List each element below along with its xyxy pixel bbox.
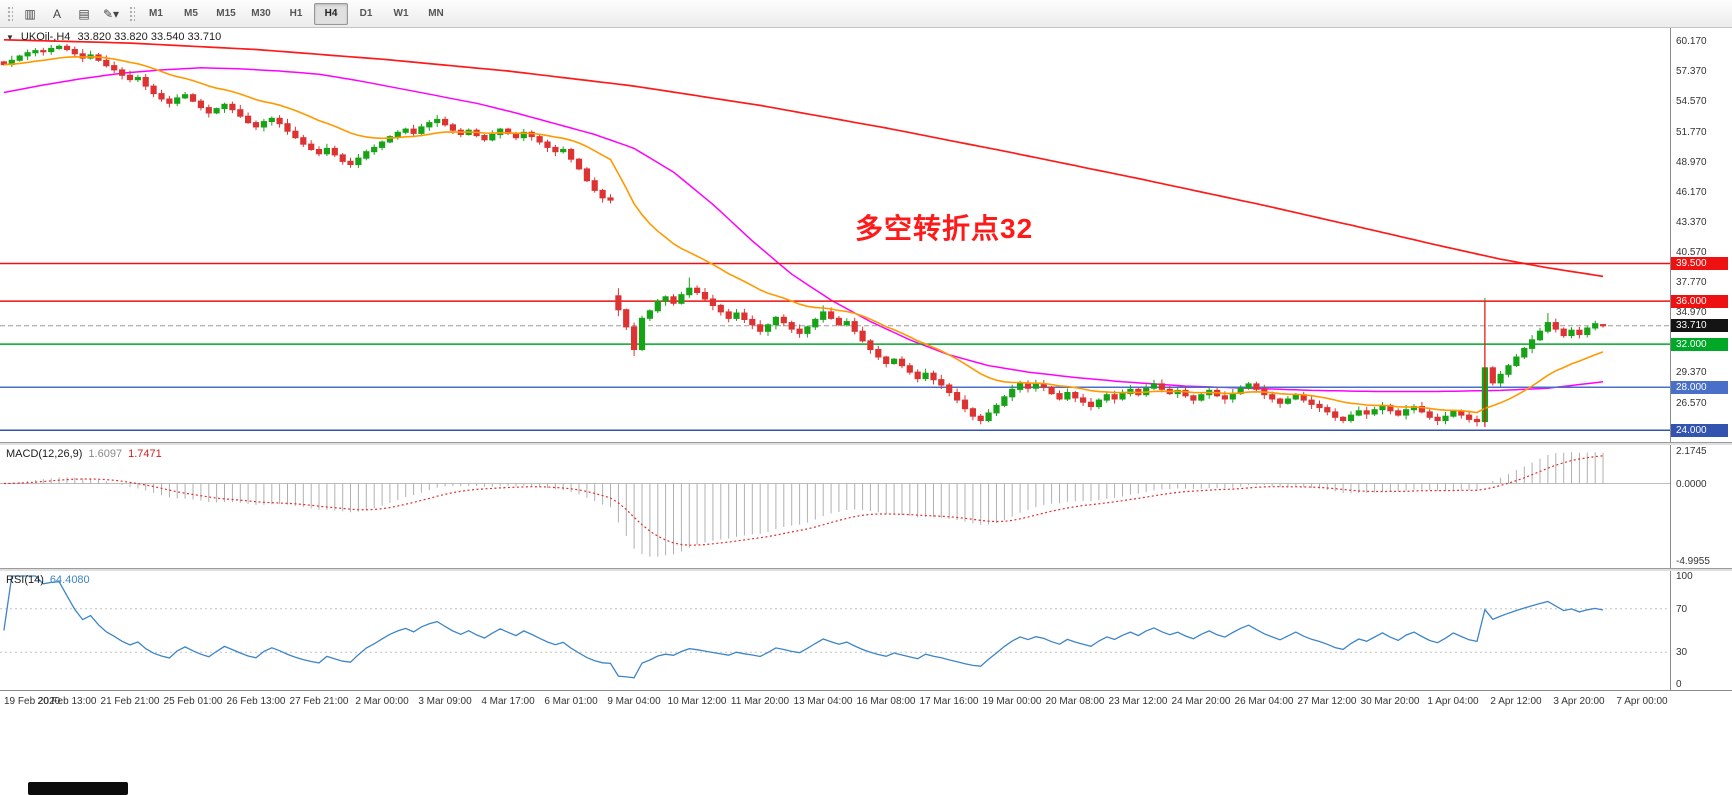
- timeframe-button-m30[interactable]: M30: [251, 8, 271, 19]
- rsi-axis[interactable]: 100 70 30 0: [1670, 571, 1732, 690]
- time-axis-label: 21 Feb 21:00: [100, 696, 160, 707]
- price-tick-label: 57.370: [1676, 66, 1707, 78]
- price-tick-label: 40.570: [1676, 247, 1707, 258]
- time-axis-label: 9 Mar 04:00: [607, 696, 661, 707]
- time-axis-label: 10 Mar 12:00: [667, 696, 727, 707]
- time-axis-label: 23 Mar 12:00: [1108, 696, 1168, 707]
- text-tool[interactable]: A: [52, 6, 61, 21]
- timeframe-button-d1[interactable]: D1: [359, 8, 373, 19]
- time-axis-label: 6 Mar 01:00: [544, 696, 598, 707]
- chart-window-icon[interactable]: ▥: [24, 6, 36, 21]
- time-axis[interactable]: 19 Feb 2020 20 Feb 13:00 21 Feb 21:00 25 Fe…: [0, 690, 1732, 712]
- time-axis-label: 17 Mar 16:00: [919, 696, 979, 707]
- price-tick-label: 46.170: [1676, 186, 1707, 198]
- macd-name: MACD(12,26,9): [6, 448, 83, 460]
- bottom-margin: [0, 712, 1732, 795]
- main-chart-panel: ▼ UKOil-,H4 33.820 33.820 33.540 33.710 …: [0, 28, 1732, 442]
- draw-tools-dropdown[interactable]: ✎▾: [102, 6, 120, 21]
- price-tick-label: 48.970: [1676, 156, 1707, 168]
- price-tick-label: 54.570: [1676, 96, 1707, 108]
- rsi-tick-label: 0: [1676, 679, 1682, 690]
- time-axis-label: 30 Mar 20:00: [1360, 696, 1420, 707]
- price-level-badge: 28.000: [1671, 380, 1728, 394]
- timeframe-button-h1[interactable]: H1: [289, 8, 303, 19]
- time-axis-label: 25 Feb 01:00: [163, 696, 223, 707]
- toolbar-drag-handle[interactable]: [128, 4, 135, 23]
- macd-indicator-label: MACD(12,26,9) 1.6097 1.7471: [6, 448, 162, 460]
- time-axis-label: 24 Mar 20:00: [1171, 696, 1231, 707]
- time-axis-label: 16 Mar 08:00: [856, 696, 916, 707]
- time-axis-label: 4 Mar 17:00: [481, 696, 535, 707]
- time-axis-label: 20 Feb 13:00: [37, 696, 97, 707]
- panel-splitter[interactable]: [0, 568, 1732, 571]
- price-tick-label: 26.570: [1676, 397, 1707, 409]
- collapse-indicator-icon[interactable]: ▼: [6, 32, 14, 42]
- macd-tick-label: 0.0000: [1676, 478, 1707, 490]
- rsi-value: 64.4080: [49, 574, 90, 586]
- time-axis-label: 11 Mar 20:00: [730, 696, 790, 707]
- macd-canvas[interactable]: [0, 445, 1670, 568]
- price-tick-label: 51.770: [1676, 126, 1707, 138]
- price-level-badge: 32.000: [1671, 337, 1728, 351]
- toolbar: ▥ A ▤ ✎▾ M1 M5 M15 M30 H1 H4 D1 W1 MN: [0, 0, 1732, 28]
- time-axis-label: 13 Mar 04:00: [793, 696, 853, 707]
- time-axis-label: 26 Feb 13:00: [226, 696, 286, 707]
- price-level-badge: 39.500: [1671, 257, 1728, 270]
- timeframe-button-mn[interactable]: MN: [428, 8, 444, 19]
- rsi-tick-label: 70: [1676, 603, 1688, 615]
- price-tick-label: 37.770: [1676, 277, 1707, 289]
- chart-info-bar: ▼ UKOil-,H4 33.820 33.820 33.540 33.710: [6, 31, 221, 43]
- rsi-panel: RSI(14) 64.4080 100 70 30 0: [0, 571, 1732, 690]
- macd-tick-label: 2.1745: [1676, 446, 1707, 457]
- timeframe-button-h4[interactable]: H4: [314, 2, 348, 25]
- toolbar-drag-handle[interactable]: [6, 4, 13, 23]
- chart-ohlc-values: 33.820 33.820 33.540 33.710: [77, 31, 222, 43]
- price-tick-label: 34.970: [1676, 307, 1707, 319]
- time-axis-label: 27 Feb 21:00: [289, 696, 349, 707]
- price-level-badge: 36.000: [1671, 294, 1728, 308]
- time-axis-label: 27 Mar 12:00: [1297, 696, 1357, 707]
- timeframe-button-w1[interactable]: W1: [393, 8, 409, 19]
- timeframe-button-m1[interactable]: M1: [149, 8, 163, 19]
- rsi-canvas[interactable]: [0, 571, 1670, 690]
- timeframe-button-m15[interactable]: M15: [216, 8, 236, 19]
- time-axis-label: 19 Feb 2020: [4, 696, 61, 707]
- time-axis-label: 2 Apr 12:00: [1490, 696, 1542, 707]
- rsi-name: RSI(14): [6, 574, 44, 586]
- time-axis-label: 7 Apr 00:00: [1616, 696, 1668, 707]
- taskbar-fragment: [28, 782, 128, 795]
- macd-tick-label: -4.9955: [1676, 556, 1710, 567]
- price-tick-label: 29.370: [1676, 367, 1707, 379]
- drawing-tools-group: ▥ A ▤ ✎▾: [17, 2, 124, 26]
- rsi-tick-label: 30: [1676, 647, 1688, 659]
- macd-axis[interactable]: 2.1745 0.0000 -4.9955: [1670, 445, 1732, 568]
- label-tool[interactable]: ▤: [78, 6, 90, 21]
- time-axis-label: 1 Apr 04:00: [1427, 696, 1479, 707]
- time-axis-label: 20 Mar 08:00: [1045, 696, 1105, 707]
- price-tick-label: 43.370: [1676, 216, 1707, 228]
- chart-annotation-text[interactable]: 多空转折点32: [855, 213, 1034, 244]
- timeframe-toolbar: M1 M5 M15 M30 H1 H4 D1 W1 MN: [139, 2, 453, 25]
- time-axis-label: 2 Mar 00:00: [355, 696, 409, 707]
- macd-main-value: 1.6097: [88, 448, 123, 460]
- chart-symbol-period: UKOil-,H4: [20, 31, 71, 43]
- price-chart-canvas[interactable]: [0, 28, 1670, 442]
- price-axis[interactable]: 60.170 57.370 54.570 51.770 48.970 46.170 43.3…: [1670, 28, 1732, 442]
- current-price-badge: 33.710: [1671, 319, 1728, 333]
- rsi-tick-label: 100: [1676, 571, 1693, 582]
- time-axis-label: 19 Mar 00:00: [982, 696, 1042, 707]
- timeframe-button-m5[interactable]: M5: [184, 8, 198, 19]
- time-axis-label: 3 Apr 20:00: [1553, 696, 1605, 707]
- macd-panel: MACD(12,26,9) 1.6097 1.7471 2.1745 0.0000 -4…: [0, 445, 1732, 568]
- time-axis-label: 3 Mar 09:00: [418, 696, 472, 707]
- price-level-badge: 24.000: [1671, 423, 1728, 437]
- rsi-indicator-label: RSI(14) 64.4080: [6, 574, 90, 586]
- price-tick-label: 60.170: [1676, 36, 1707, 48]
- macd-signal-value: 1.7471: [128, 448, 162, 460]
- panel-splitter[interactable]: [0, 442, 1732, 445]
- time-axis-label: 26 Mar 04:00: [1234, 696, 1294, 707]
